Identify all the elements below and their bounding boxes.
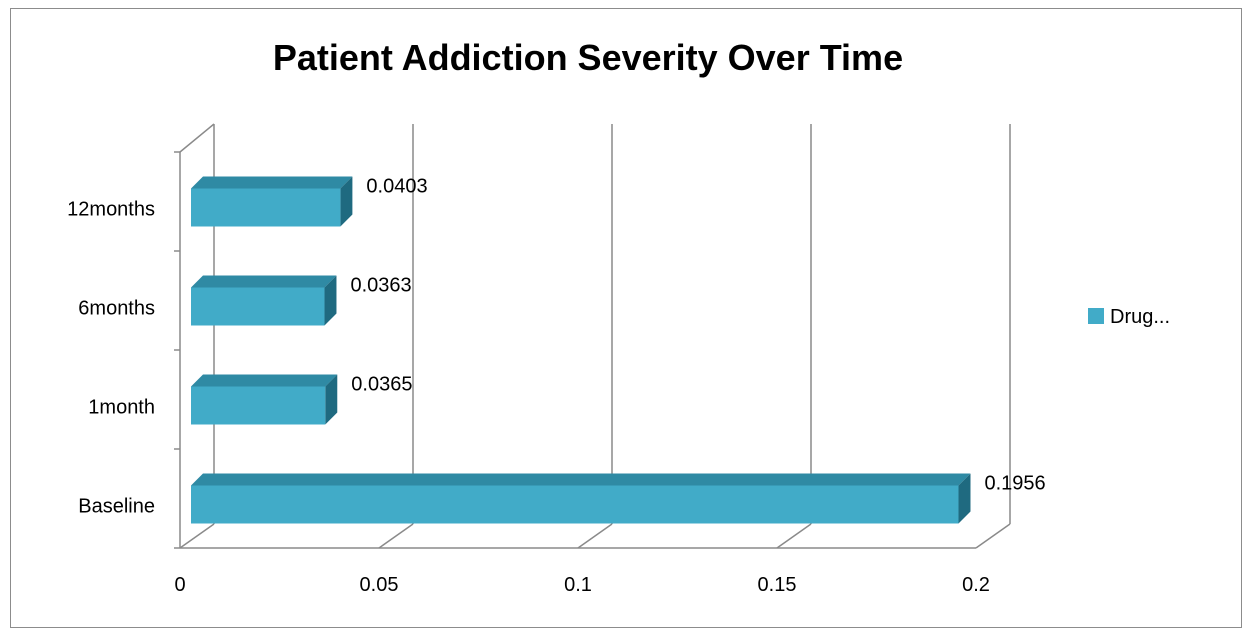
legend-swatch (1088, 308, 1104, 324)
bar (191, 188, 341, 227)
labels-layer: 0 0.05 0.1 0.15 0.2 Baseline 0.1956 1month 0.036… (67, 176, 1046, 597)
floor-gridline (378, 523, 414, 549)
floor-gridline (975, 523, 1011, 549)
bar-top (191, 374, 338, 387)
bar-side (324, 275, 337, 326)
x-tick-label: 0.05 (360, 574, 399, 596)
bar-side (340, 176, 353, 227)
x-tick-label: 0.15 (758, 574, 797, 596)
x-tick-label: 0.2 (962, 574, 990, 596)
legend: Drug... (1088, 306, 1170, 328)
category-label: 6months (78, 298, 155, 320)
floor-gridline (179, 523, 215, 549)
chart-title: Patient Addiction Severity Over Time (273, 37, 903, 78)
bar-side (325, 374, 338, 425)
chart-svg: Patient Addiction Severity Over Time 0 0.… (67, 37, 1170, 597)
data-label: 0.0363 (350, 275, 411, 297)
floor-gridline (776, 523, 812, 549)
bar-side (958, 473, 971, 524)
left-wall-top (179, 123, 215, 153)
bar-top (191, 275, 337, 288)
bar (191, 287, 325, 326)
category-label: 1month (88, 397, 155, 419)
category-label: Baseline (78, 496, 155, 518)
bar-top (191, 176, 353, 189)
bar (191, 386, 326, 425)
legend-label: Drug... (1110, 306, 1170, 328)
data-label: 0.0403 (366, 176, 427, 198)
bar (191, 485, 959, 524)
x-tick-label: 0 (174, 574, 185, 596)
data-label: 0.0365 (351, 374, 412, 396)
bar-top (191, 473, 971, 486)
bars-layer (191, 176, 971, 524)
floor-gridline (577, 523, 613, 549)
data-label: 0.1956 (984, 473, 1045, 495)
x-tick-label: 0.1 (564, 574, 592, 596)
category-label: 12months (67, 199, 155, 221)
